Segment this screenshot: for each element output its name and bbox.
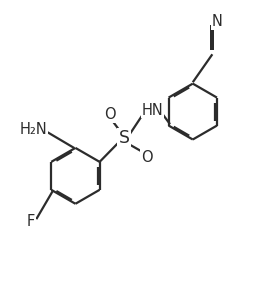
Text: O: O <box>105 107 116 122</box>
Text: H₂N: H₂N <box>20 122 47 137</box>
Text: HN: HN <box>141 103 163 118</box>
Text: N: N <box>212 14 222 29</box>
Text: F: F <box>27 214 35 229</box>
Text: S: S <box>119 129 130 147</box>
Text: O: O <box>141 150 153 165</box>
